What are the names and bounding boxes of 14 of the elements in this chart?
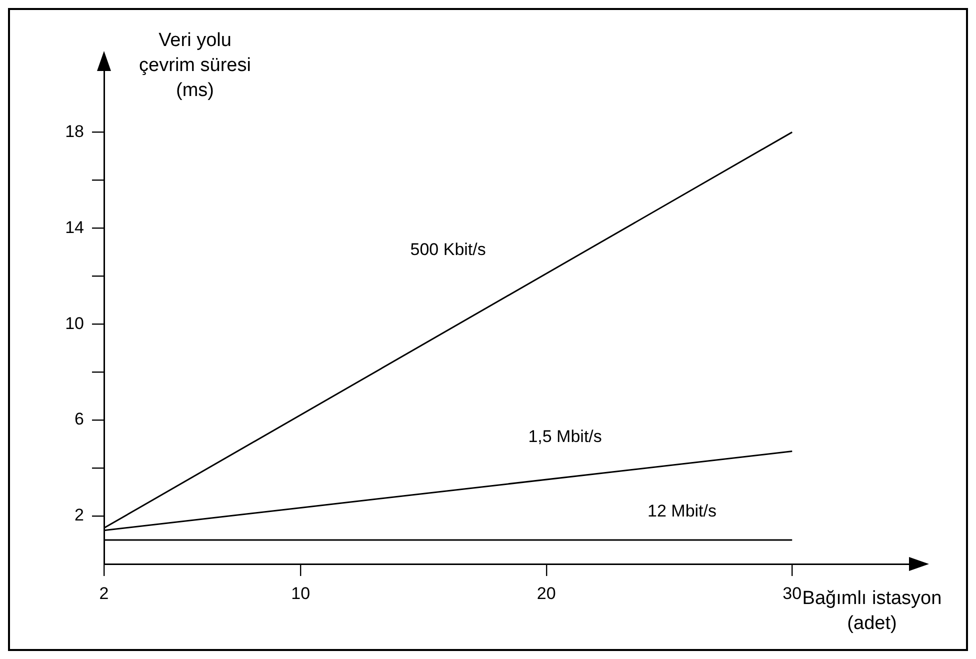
y-tick-label: 10 [65, 314, 84, 333]
x-axis-title: Bağımlı istasyon (adet) [802, 588, 942, 634]
y-tick-label: 14 [65, 218, 84, 237]
y-axis-title: Veri yolu çevrim süresi (ms) [138, 29, 252, 103]
series-label: 1,5 Mbit/s [528, 427, 602, 446]
x-tick-label: 30 [782, 584, 802, 603]
y-tick-label: 2 [74, 506, 84, 525]
x-tick-label: 20 [536, 584, 556, 603]
text: 500 Kbit/s [410, 240, 486, 259]
y-tick-label: 18 [65, 122, 84, 141]
x-tick-label: 2 [99, 584, 109, 603]
x-tick-label: 10 [291, 584, 310, 603]
y-tick-label: 6 [74, 410, 84, 429]
series-label: 12 Mbit/s [648, 502, 717, 521]
